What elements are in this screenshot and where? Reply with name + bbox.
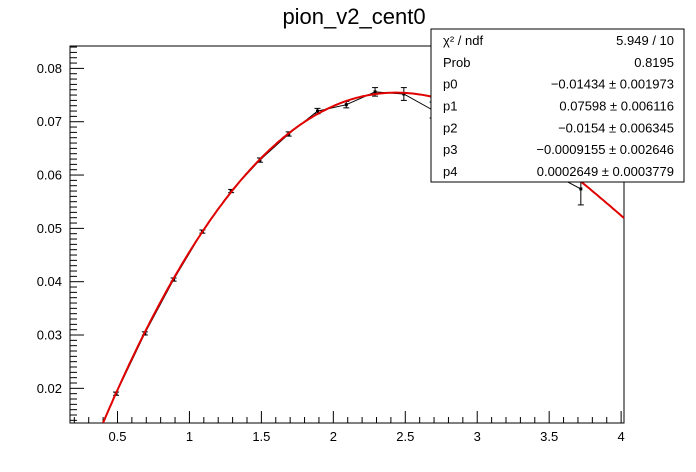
stats-value: 5.949 / 10 [616,33,674,48]
y-tick-label: 0.07 [37,114,62,129]
x-tick-label: 3.5 [540,429,558,444]
stats-label: p2 [443,120,457,135]
stats-label: p1 [443,99,457,114]
x-tick-label: 1 [186,429,193,444]
x-tick-label: 4 [618,429,625,444]
y-tick-label: 0.06 [37,168,62,183]
stats-value: −0.0154 ± 0.006345 [558,120,674,135]
stats-box-frame [430,28,685,183]
y-tick-label: 0.03 [37,328,62,343]
stats-value: 0.07598 ± 0.006116 [559,99,674,114]
y-tick-label: 0.05 [37,221,62,236]
stats-label: p4 [443,164,457,179]
stats-label: Prob [443,55,470,70]
point-marker [344,103,348,107]
stats-value: −0.01434 ± 0.001973 [551,77,674,92]
point-marker [579,187,583,191]
x-tick-label: 2 [330,429,337,444]
x-tick-label: 2.5 [396,429,414,444]
point-marker [316,109,320,113]
y-axis: 0.02 0.03 0.04 0.05 0.06 0.07 0.08 [37,46,84,421]
point-marker [373,90,377,94]
x-tick-label: 0.5 [108,429,126,444]
y-tick-label: 0.04 [37,274,62,289]
point-marker [402,92,406,96]
chart-title: pion_v2_cent0 [282,4,425,29]
y-tick-label: 0.08 [37,61,62,76]
stats-label: χ² / ndf [443,33,483,48]
plot-frame [69,45,625,424]
stats-value: 0.0002649 ± 0.0003779 [537,164,674,179]
y-tick-label: 0.02 [37,381,62,396]
stats-value: −0.0009155 ± 0.002646 [536,142,674,157]
stats-label: p3 [443,142,457,157]
x-axis: 0.5 1 1.5 2 2.5 3 3.5 4 [73,411,625,444]
stats-box: χ² / ndf 5.949 / 10 Prob 0.8195 p0 −0.01434 ±… [430,28,685,183]
stats-label: p0 [443,77,457,92]
x-tick-label: 1.5 [252,429,270,444]
stats-value: 0.8195 [634,55,674,70]
data-point [400,87,407,101]
x-tick-label: 3 [474,429,481,444]
